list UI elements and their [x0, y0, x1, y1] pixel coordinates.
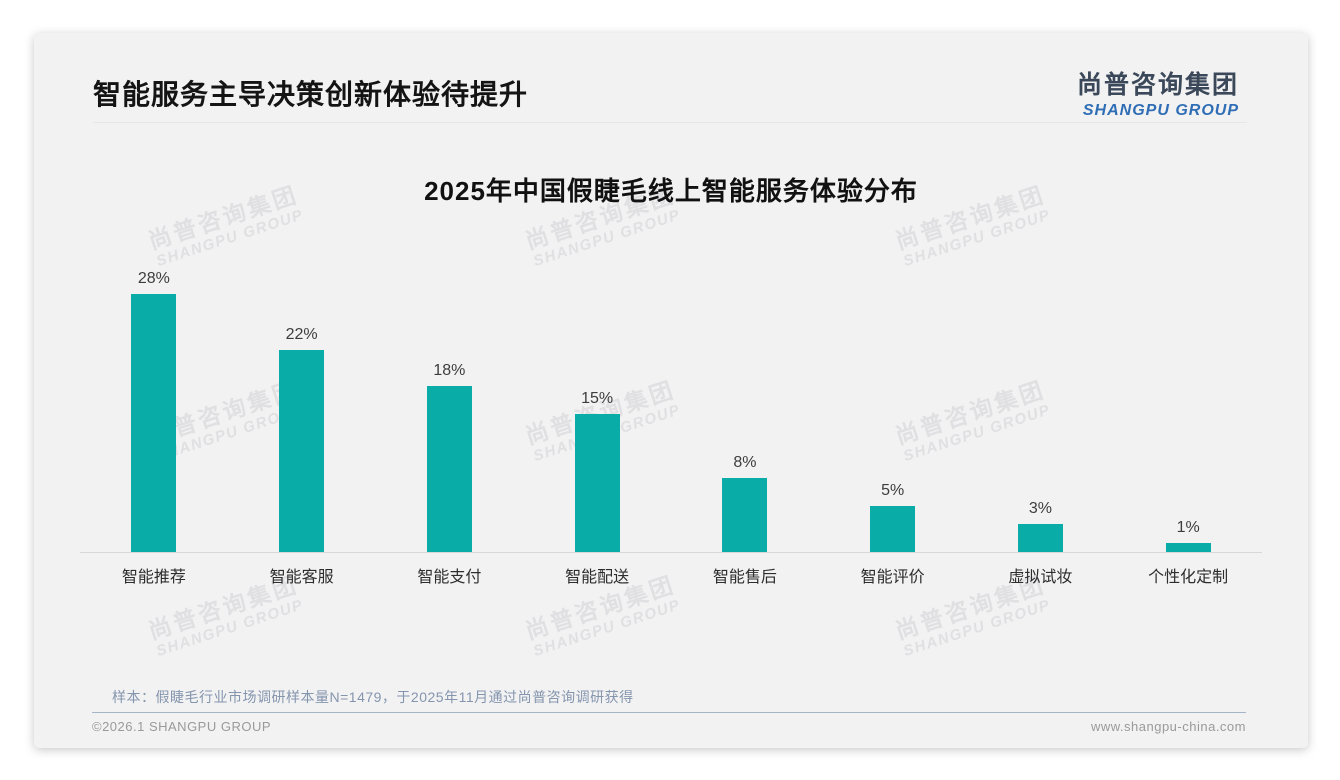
category-label: 个性化定制: [1148, 569, 1229, 586]
footer: ©2026.1 SHANGPU GROUP www.shangpu-china.…: [92, 719, 1246, 734]
plot-area: 28% 22% 18% 15% 8% 5% 3% 1%: [80, 267, 1262, 553]
company-logo-en: SHANGPU GROUP: [1082, 102, 1239, 119]
bar-value-label: 5%: [881, 482, 905, 499]
bar-column: 18%: [376, 362, 524, 552]
bar-column: 15%: [523, 390, 671, 552]
bar-value-label: 28%: [137, 270, 170, 287]
chart-title: 2025年中国假睫毛线上智能服务体验分布: [424, 176, 918, 206]
bar-column: 1%: [1114, 519, 1262, 552]
website-url: www.shangpu-china.com: [1090, 719, 1246, 734]
company-logo-cn: 尚普咨询集团: [1076, 71, 1239, 99]
page-title: 智能服务主导决策创新体验待提升: [93, 79, 529, 110]
bar-column: 22%: [228, 326, 376, 552]
bar: [1165, 543, 1211, 552]
bar-column: 28%: [80, 270, 228, 552]
bar-value-label: 18%: [433, 362, 466, 379]
slide-card: 尚普咨询集团 SHANGPU GROUP 尚普咨询集团 SHANGPU GROUP 尚普…: [34, 33, 1308, 748]
bar: [279, 350, 325, 552]
category-label: 虚拟试妆: [1008, 569, 1073, 586]
category-label: 智能配送: [565, 569, 630, 586]
bar-value-label: 22%: [285, 326, 318, 343]
bar: [870, 506, 916, 552]
bar-value-label: 15%: [581, 390, 614, 407]
category-label: 智能评价: [860, 569, 925, 586]
header-divider: [93, 122, 1247, 123]
bar-chart: 2025年中国假睫毛线上智能服务体验分布 28% 22% 18% 15% 8% 5% 3% 1…: [34, 33, 1308, 748]
bar-value-label: 1%: [1176, 519, 1200, 536]
bar: [426, 386, 472, 552]
sample-note: 样本：假睫毛行业市场调研样本量N=1479，于2025年11月通过尚普咨询调研获…: [112, 689, 634, 705]
company-logo: 尚普咨询集团 SHANGPU GROUP: [1077, 65, 1239, 120]
bar-value-label: 8%: [733, 454, 757, 471]
category-label: 智能支付: [417, 569, 482, 586]
bar-column: 5%: [819, 482, 967, 552]
bar: [131, 294, 177, 552]
bar: [1017, 524, 1063, 552]
bar: [722, 478, 768, 552]
category-label: 智能推荐: [121, 569, 186, 586]
category-label: 智能客服: [269, 569, 334, 586]
bar-column: 8%: [671, 454, 819, 552]
category-label: 智能售后: [712, 569, 777, 586]
footer-divider: [92, 712, 1246, 713]
bar-value-label: 3%: [1028, 500, 1052, 517]
category-axis: 智能推荐 智能客服 智能支付 智能配送 智能售后 智能评价 虚拟试妆 个性化定制: [80, 563, 1262, 587]
bar-column: 3%: [967, 500, 1115, 552]
copyright-text: ©2026.1 SHANGPU GROUP: [92, 719, 272, 734]
bar: [574, 414, 620, 552]
